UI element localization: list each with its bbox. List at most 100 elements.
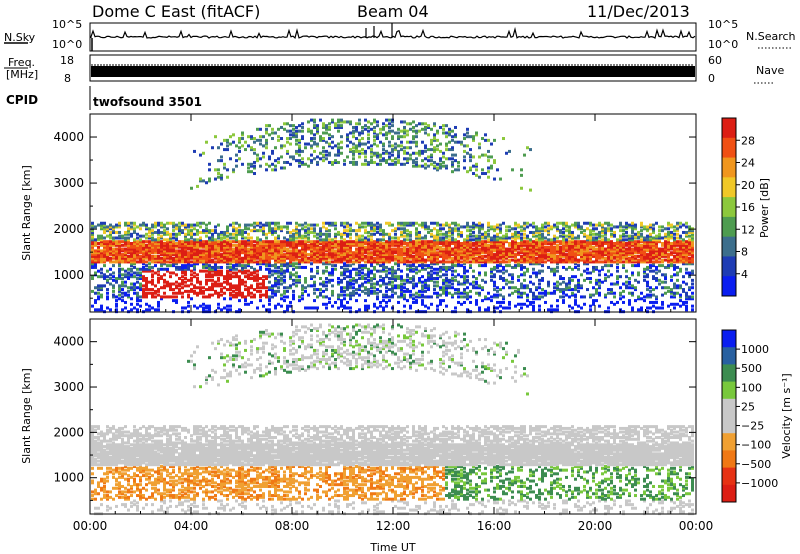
heatmap-cell <box>463 289 466 293</box>
heatmap-cell <box>211 229 214 233</box>
heatmap-cell <box>289 277 292 281</box>
heatmap-cell <box>538 254 541 258</box>
heatmap-cell <box>292 243 295 247</box>
heatmap-cell <box>484 240 487 244</box>
heatmap-cell <box>334 249 337 253</box>
heatmap-cell <box>196 278 199 282</box>
heatmap-cell <box>184 247 187 251</box>
heatmap-cell <box>478 227 481 231</box>
heatmap-cell <box>94 238 97 242</box>
heatmap-cell <box>100 275 103 279</box>
heatmap-cell <box>268 262 271 266</box>
heatmap-cell <box>202 251 205 255</box>
heatmap-cell <box>448 245 451 249</box>
heatmap-cell <box>412 159 415 163</box>
heatmap-cell <box>406 288 409 292</box>
heatmap-cell <box>91 230 94 234</box>
heatmap-cell <box>340 300 343 304</box>
heatmap-cell <box>493 238 496 242</box>
heatmap-cell <box>355 146 358 150</box>
heatmap-cell <box>346 280 349 284</box>
nsky-tick-bottom: 10^0 <box>52 38 82 51</box>
heatmap-cell <box>514 234 517 238</box>
heatmap-cell <box>496 247 499 251</box>
heatmap-cell <box>325 153 328 157</box>
heatmap-cell <box>325 269 328 273</box>
heatmap-cell <box>514 256 517 260</box>
heatmap-cell <box>541 254 544 258</box>
heatmap-cell <box>319 260 322 264</box>
heatmap-cell <box>415 251 418 255</box>
heatmap-cell <box>313 243 316 247</box>
heatmap-cell <box>415 157 418 161</box>
heatmap-cell <box>241 242 244 246</box>
nsky-trace <box>90 23 696 51</box>
heatmap-cell <box>451 164 454 168</box>
heatmap-cell <box>466 240 469 244</box>
heatmap-cell <box>259 138 262 142</box>
heatmap-cell <box>454 253 457 257</box>
heatmap-cell <box>223 243 226 247</box>
heatmap-cell <box>322 122 325 126</box>
heatmap-cell <box>217 277 220 281</box>
heatmap-cell <box>370 262 373 266</box>
heatmap-cell <box>409 234 412 238</box>
heatmap-cell <box>475 225 478 229</box>
heatmap-cell <box>415 164 418 168</box>
heatmap-cell <box>538 291 541 295</box>
heatmap-cell <box>400 278 403 282</box>
heatmap-cell <box>187 254 190 258</box>
heatmap-cell <box>262 262 265 266</box>
heatmap-cell <box>250 286 253 290</box>
heatmap-cell <box>187 278 190 282</box>
heatmap-cell <box>121 258 124 262</box>
heatmap-cell <box>505 269 508 273</box>
heatmap-cell <box>532 300 535 304</box>
heatmap-cell <box>451 269 454 273</box>
heatmap-cell <box>166 221 169 225</box>
heatmap-cell <box>439 260 442 264</box>
heatmap-cell <box>457 243 460 247</box>
heatmap-cell <box>511 253 514 257</box>
heatmap-cell <box>349 242 352 246</box>
heatmap-cell <box>478 238 481 242</box>
heatmap-cell <box>382 293 385 297</box>
heatmap-cell <box>244 295 247 299</box>
heatmap-cell <box>385 300 388 304</box>
heatmap-cell <box>379 232 382 236</box>
heatmap-cell <box>358 238 361 242</box>
heatmap-cell <box>91 254 94 258</box>
heatmap-cell <box>340 249 343 253</box>
heatmap-cell <box>175 286 178 290</box>
heatmap-cell <box>262 254 265 258</box>
heatmap-cell <box>514 236 517 240</box>
heatmap-cell <box>247 243 250 247</box>
heatmap-cell <box>205 254 208 258</box>
heatmap-cell <box>91 245 94 249</box>
heatmap-cell <box>448 133 451 137</box>
heatmap-cell <box>541 242 544 246</box>
heatmap-cell <box>172 223 175 227</box>
heatmap-cell <box>493 243 496 247</box>
heatmap-cell <box>382 122 385 126</box>
heatmap-cell <box>370 254 373 258</box>
heatmap-cell <box>415 258 418 262</box>
heatmap-cell <box>187 295 190 299</box>
heatmap-cell <box>394 146 397 150</box>
heatmap-cell <box>259 221 262 225</box>
heatmap-cell <box>274 289 277 293</box>
heatmap-cell <box>109 253 112 257</box>
heatmap-cell <box>445 223 448 227</box>
heatmap-cell <box>310 284 313 288</box>
heatmap-cell <box>316 127 319 131</box>
heatmap-cell <box>277 135 280 139</box>
heatmap-cell <box>205 304 208 308</box>
heatmap-cell <box>274 253 277 257</box>
heatmap-cell <box>373 131 376 135</box>
heatmap-cell <box>439 302 442 306</box>
heatmap-cell <box>118 254 121 258</box>
heatmap-cell <box>193 271 196 275</box>
heatmap-cell <box>400 232 403 236</box>
heatmap-cell <box>226 245 229 249</box>
heatmap-cell <box>259 289 262 293</box>
